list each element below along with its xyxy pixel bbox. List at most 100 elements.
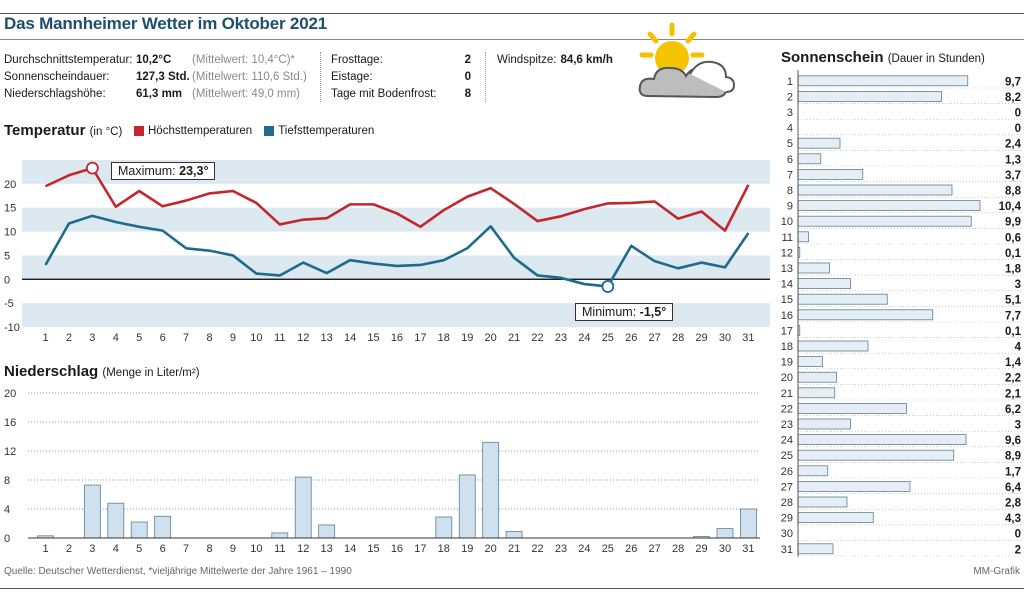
sunshine-value: 9,7 <box>1005 76 1021 88</box>
stat-label: Durchschnittstemperatur: <box>4 54 133 66</box>
maximum-label: Maximum: <box>118 164 176 178</box>
sunshine-bar <box>797 231 809 243</box>
x-tick-label: 22 <box>531 543 543 555</box>
day-label: 6 <box>787 154 793 166</box>
sunshine-value: 1,3 <box>1005 154 1021 166</box>
day-label: 16 <box>781 310 793 322</box>
sunshine-bar <box>797 512 874 524</box>
x-tick-label: 14 <box>344 332 356 344</box>
legend-label-low: Tiefsttemperaturen <box>278 125 375 137</box>
stat-value: 0 <box>464 71 471 83</box>
x-tick-label: 13 <box>321 332 333 344</box>
precip-title-text: Niederschlag <box>4 363 99 380</box>
stat-row-precip: Niederschlagshöhe: 61,3 mm (Mittelwert: … <box>4 86 307 103</box>
x-tick-label: 14 <box>344 543 356 555</box>
sunshine-bar <box>797 496 848 508</box>
x-tick-label: 26 <box>625 543 637 555</box>
precip-bar <box>130 521 148 539</box>
day-label: 23 <box>781 419 793 431</box>
sunshine-bar <box>797 153 822 165</box>
stat-row-wind: Windspitze: 84,6 km/h <box>497 52 613 69</box>
day-label: 25 <box>781 450 793 462</box>
sunshine-bar <box>797 137 841 149</box>
x-tick-label: 24 <box>578 332 590 344</box>
x-tick-label: 25 <box>602 543 614 555</box>
x-tick-label: 12 <box>297 332 309 344</box>
x-tick-label: 10 <box>250 332 262 344</box>
y-tick-label: -10 <box>4 322 20 334</box>
sunshine-bar <box>797 169 864 180</box>
x-tick-label: 23 <box>555 332 567 344</box>
stats-right: Windspitze: 84,6 km/h <box>497 52 613 69</box>
x-tick-label: 27 <box>649 543 661 555</box>
x-tick-label: 6 <box>160 543 166 555</box>
minimum-marker <box>601 280 615 293</box>
x-tick-label: 31 <box>742 543 754 555</box>
day-label: 26 <box>781 466 793 478</box>
y-tick-label: 20 <box>4 388 16 400</box>
x-tick-label: 15 <box>367 543 379 555</box>
x-tick-label: 29 <box>695 543 707 555</box>
x-tick-label: 27 <box>649 332 661 344</box>
sunshine-value: 4,3 <box>1005 513 1021 525</box>
y-tick-label: 0 <box>4 533 10 545</box>
sunshine-value: 2 <box>1015 544 1021 556</box>
sunshine-title: Sonnenschein (Dauer in Stunden) <box>781 49 985 66</box>
x-tick-label: 19 <box>461 543 473 555</box>
stat-label: Tage mit Bodenfrost: <box>331 88 437 100</box>
day-label: 19 <box>781 357 793 369</box>
day-label: 2 <box>787 91 793 103</box>
sunshine-value: 0,1 <box>1005 326 1022 338</box>
sunshine-value: 2,2 <box>1005 373 1021 385</box>
precip-bar <box>505 531 523 539</box>
stat-ref: (Mittelwert: 49,0 mm) <box>192 88 300 100</box>
x-tick-label: 17 <box>414 332 426 344</box>
stat-value: 8 <box>464 88 471 100</box>
x-tick-label: 11 <box>274 543 285 555</box>
credit-note: MM-Grafik <box>973 566 1020 577</box>
precip-bar <box>435 516 453 539</box>
sunshine-value: 0 <box>1015 108 1021 120</box>
sunshine-bar <box>797 543 834 555</box>
top-rule <box>0 13 1024 14</box>
x-tick-label: 18 <box>438 543 450 555</box>
sunshine-bar <box>797 278 851 290</box>
x-tick-label: 5 <box>136 543 142 555</box>
day-label: 28 <box>781 497 793 509</box>
x-tick-label: 30 <box>719 543 731 555</box>
day-label: 20 <box>781 372 793 384</box>
temperature-unit: (in °C) <box>89 126 123 138</box>
x-tick-label: 23 <box>555 543 567 555</box>
sunshine-bar <box>797 449 955 461</box>
sunshine-value: 0,6 <box>1005 232 1021 244</box>
sunshine-value: 9,9 <box>1005 217 1021 229</box>
y-tick-label: -5 <box>4 298 14 310</box>
maximum-marker <box>85 161 99 175</box>
day-label: 22 <box>781 403 793 415</box>
sunshine-value: 6,4 <box>1005 482 1022 494</box>
day-label: 30 <box>781 528 793 540</box>
sunshine-value: 7,7 <box>1005 310 1021 322</box>
sunshine-value: 3 <box>1015 420 1021 432</box>
day-label: 15 <box>781 294 793 306</box>
x-tick-label: 29 <box>695 332 707 344</box>
sunshine-value: 8,9 <box>1005 451 1021 463</box>
y-tick-label: 15 <box>4 203 16 215</box>
sunshine-value: 8,2 <box>1005 92 1021 104</box>
day-label: 18 <box>781 341 793 353</box>
day-label: 9 <box>787 201 793 213</box>
y-tick-label: 20 <box>4 179 16 191</box>
stat-value: 84,6 km/h <box>560 54 613 66</box>
sunshine-bar <box>797 309 934 321</box>
day-label: 27 <box>781 481 793 493</box>
x-tick-label: 8 <box>206 332 212 344</box>
precip-bar <box>458 474 476 539</box>
y-tick-label: 8 <box>4 475 10 487</box>
day-label: 14 <box>781 279 793 291</box>
x-tick-label: 7 <box>183 543 189 555</box>
sunshine-bar <box>797 90 942 102</box>
sunshine-bar <box>797 465 829 477</box>
temperature-band <box>22 207 770 232</box>
sunshine-value: 9,6 <box>1005 435 1021 447</box>
sunshine-bar <box>797 356 823 368</box>
